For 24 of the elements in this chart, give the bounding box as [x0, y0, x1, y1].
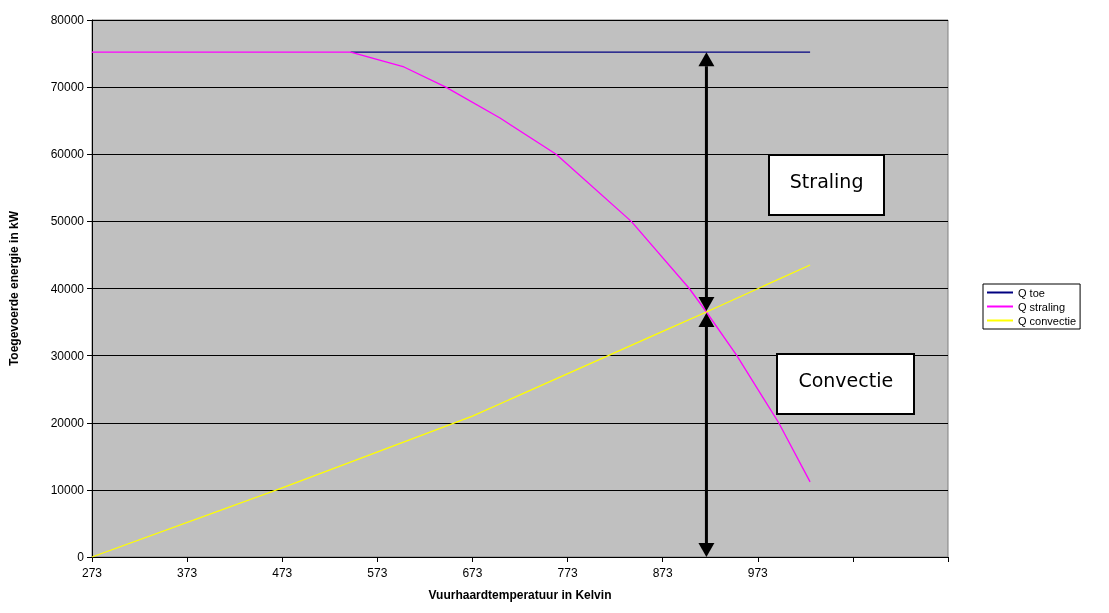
- x-axis-title: Vuurhaardtemperatuur in Kelvin: [428, 588, 612, 602]
- y-tick-label: 50000: [50, 214, 85, 229]
- legend-label: Q toe: [1018, 286, 1045, 299]
- y-axis-title: Toegevoerde energie in kW: [7, 210, 21, 367]
- y-tick-label: 60000: [50, 147, 85, 162]
- x-tick-label: 573: [367, 566, 388, 580]
- y-tick-label: 70000: [50, 80, 85, 95]
- y-tick-label: 40000: [50, 281, 85, 296]
- x-tick-label: 773: [557, 566, 578, 580]
- y-tick-label: 0: [77, 550, 85, 564]
- x-tick-label: 373: [177, 566, 198, 580]
- y-tick-label: 30000: [50, 348, 85, 363]
- x-tick-label: 873: [652, 566, 673, 580]
- x-tick-label: 973: [747, 566, 769, 580]
- y-tick-label: 80000: [50, 13, 85, 27]
- annotation: Straling: [767, 154, 886, 217]
- x-tick-label: 473: [272, 566, 293, 580]
- annotation: Convectie: [776, 352, 916, 415]
- legend-label: Q convectie: [1018, 314, 1077, 327]
- legend-label: Q straling: [1018, 300, 1066, 313]
- y-tick-label: 10000: [50, 482, 85, 497]
- x-tick-label: 273: [81, 566, 103, 580]
- x-tick-label: 673: [462, 566, 483, 580]
- y-tick-label: 20000: [50, 415, 85, 430]
